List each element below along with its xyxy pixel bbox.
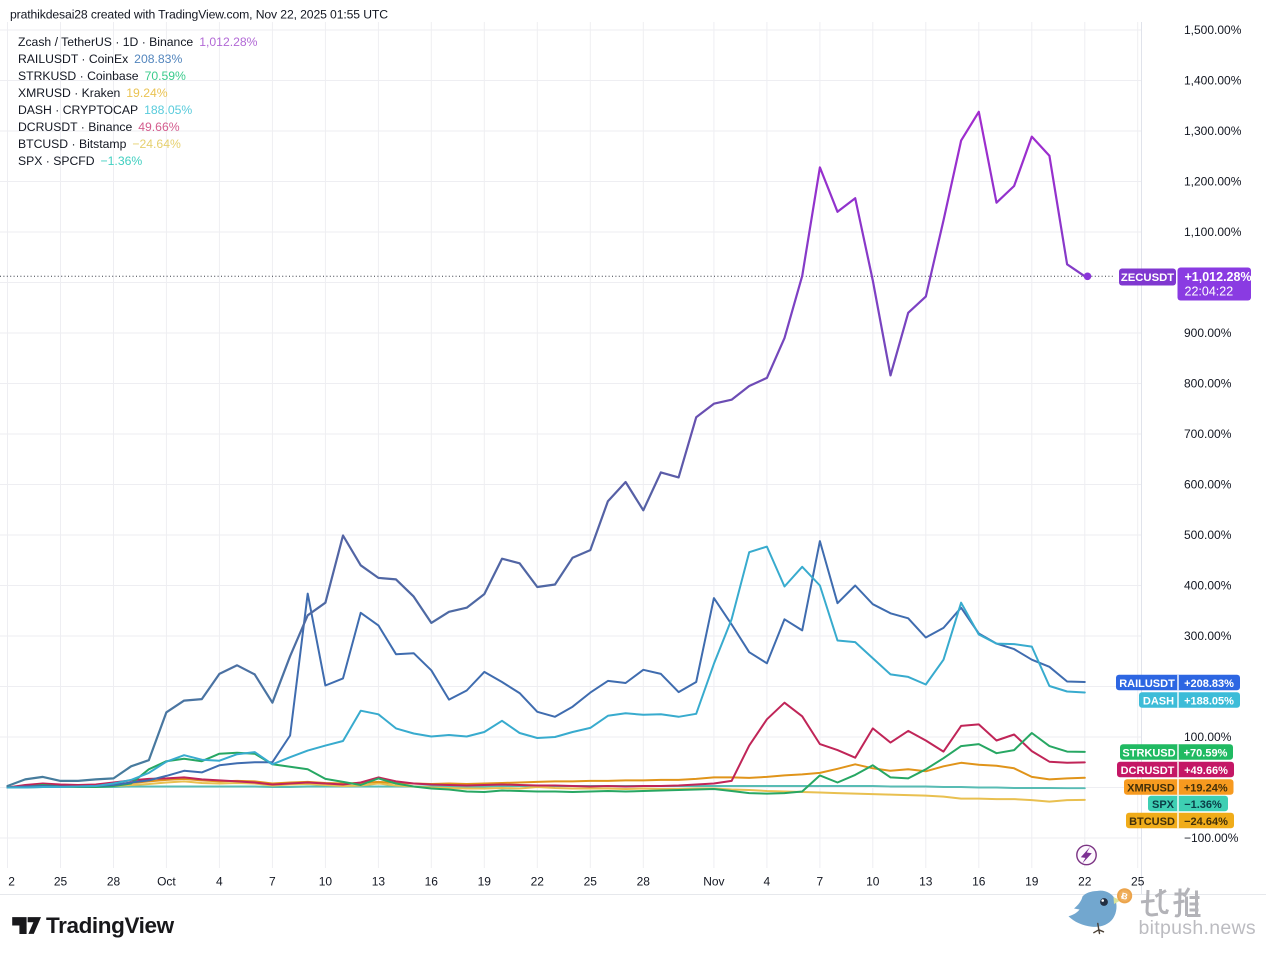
svg-text:4: 4 xyxy=(764,875,771,889)
svg-text:28: 28 xyxy=(637,875,651,889)
svg-text:2: 2 xyxy=(8,875,15,889)
svg-text:25: 25 xyxy=(1131,875,1145,889)
svg-text:prathikdesai28 created with Tr: prathikdesai28 created with TradingView.… xyxy=(10,8,388,22)
svg-text:1,100.00%: 1,100.00% xyxy=(1184,225,1242,239)
svg-text:Zcash / TetherUS · 1D · Binanc: Zcash / TetherUS · 1D · Binance 1,012.28% xyxy=(18,35,258,49)
svg-text:+1,012.28%: +1,012.28% xyxy=(1185,270,1252,284)
svg-text:16: 16 xyxy=(425,875,439,889)
svg-text:19: 19 xyxy=(478,875,492,889)
svg-text:SPX · SPCFD−1.36%: SPX · SPCFD −1.36% xyxy=(18,154,142,168)
svg-text:XMRUSD: XMRUSD xyxy=(1127,782,1175,794)
svg-text:900.00%: 900.00% xyxy=(1184,326,1232,340)
svg-text:−24.64%: −24.64% xyxy=(1184,816,1228,828)
svg-text:700.00%: 700.00% xyxy=(1184,427,1232,441)
svg-text:300.00%: 300.00% xyxy=(1184,629,1232,643)
svg-text:+70.59%: +70.59% xyxy=(1184,747,1228,759)
svg-text:10: 10 xyxy=(866,875,880,889)
svg-text:−1.36%: −1.36% xyxy=(1184,799,1222,811)
svg-text:Oct: Oct xyxy=(157,875,176,889)
svg-text:25: 25 xyxy=(54,875,68,889)
svg-text:7: 7 xyxy=(269,875,276,889)
svg-text:500.00%: 500.00% xyxy=(1184,528,1232,542)
svg-text:13: 13 xyxy=(372,875,386,889)
svg-text:800.00%: 800.00% xyxy=(1184,377,1232,391)
svg-text:Ƀ: Ƀ xyxy=(1120,891,1129,902)
svg-text:22: 22 xyxy=(1078,875,1092,889)
svg-text:STRKUSD: STRKUSD xyxy=(1122,747,1175,759)
svg-text:1,200.00%: 1,200.00% xyxy=(1184,175,1242,189)
svg-text:bitpush.news: bitpush.news xyxy=(1139,917,1256,939)
svg-text:28: 28 xyxy=(107,875,121,889)
svg-text:19: 19 xyxy=(1025,875,1039,889)
svg-text:BTCUSD · Bitstamp−24.64%: BTCUSD · Bitstamp −24.64% xyxy=(18,137,181,151)
svg-text:600.00%: 600.00% xyxy=(1184,478,1232,492)
svg-text:1,300.00%: 1,300.00% xyxy=(1184,124,1242,138)
svg-text:DASH: DASH xyxy=(1143,695,1174,707)
svg-text:SPX: SPX xyxy=(1152,799,1175,811)
svg-text:TradingView: TradingView xyxy=(46,913,175,938)
svg-text:22:04:22: 22:04:22 xyxy=(1185,285,1234,299)
svg-text:100.00%: 100.00% xyxy=(1184,730,1232,744)
svg-text:4: 4 xyxy=(216,875,223,889)
svg-text:+19.24%: +19.24% xyxy=(1184,782,1228,794)
svg-text:−100.00%: −100.00% xyxy=(1184,831,1239,845)
svg-text:25: 25 xyxy=(584,875,598,889)
svg-text:22: 22 xyxy=(531,875,545,889)
svg-text:10: 10 xyxy=(319,875,333,889)
svg-text:1,400.00%: 1,400.00% xyxy=(1184,74,1242,88)
svg-text:DCRUSDT: DCRUSDT xyxy=(1121,765,1175,777)
svg-text:16: 16 xyxy=(972,875,986,889)
svg-text:+49.66%: +49.66% xyxy=(1184,765,1228,777)
svg-text:RAILUSDT: RAILUSDT xyxy=(1119,678,1175,690)
svg-text:Nov: Nov xyxy=(703,875,724,889)
svg-text:7: 7 xyxy=(817,875,824,889)
svg-text:+208.83%: +208.83% xyxy=(1184,678,1234,690)
svg-text:400.00%: 400.00% xyxy=(1184,579,1232,593)
svg-text:1,500.00%: 1,500.00% xyxy=(1184,23,1242,37)
svg-text:ZECUSDT: ZECUSDT xyxy=(1121,272,1174,284)
svg-text:13: 13 xyxy=(919,875,933,889)
svg-text:+188.05%: +188.05% xyxy=(1184,695,1234,707)
svg-text:BTCUSD: BTCUSD xyxy=(1129,816,1175,828)
